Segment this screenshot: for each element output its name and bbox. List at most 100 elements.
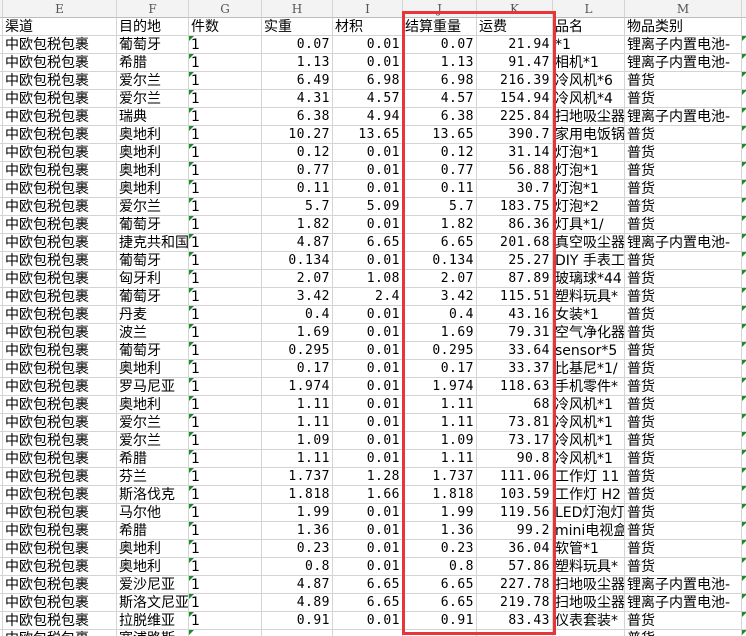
cell-E[interactable]: 中欧包税包裹 [3,522,117,540]
cell-L[interactable] [553,630,625,636]
cell-I[interactable]: 0.01 [333,360,403,378]
column-header-N[interactable] [742,0,746,18]
cell-I[interactable]: 0.01 [333,612,403,630]
cell-F[interactable]: 奥地利 [117,360,189,378]
column-header-E[interactable]: E [3,0,117,18]
cell-J[interactable]: 0.295 [403,342,477,360]
cell-D[interactable] [0,18,3,36]
cell-M[interactable]: 普货 [625,342,742,360]
cell-E[interactable]: 中欧包税包裹 [3,468,117,486]
cell-H[interactable]: 6.38 [262,108,333,126]
cell-E[interactable]: 中欧包税包裹 [3,72,117,90]
cell-D[interactable] [0,468,3,486]
cell-K[interactable]: 103.59 [477,486,553,504]
cell-F[interactable]: 波兰 [117,324,189,342]
cell-I[interactable]: 0.01 [333,414,403,432]
cell-L[interactable]: sensor*5 [553,342,625,360]
cell-E[interactable]: 中欧包税包裹 [3,162,117,180]
cell-D[interactable] [0,54,3,72]
cell-E[interactable]: 中欧包税包裹 [3,360,117,378]
cell-L[interactable]: 比基尼*1/ [553,360,625,378]
cell-G[interactable]: 1 [189,234,262,252]
cell-L[interactable]: 冷风机*1 [553,396,625,414]
cell-G[interactable]: 1 [189,144,262,162]
cell-F[interactable]: 瑞典 [117,108,189,126]
cell-H[interactable]: 0.12 [262,144,333,162]
cell-L[interactable]: 冷风机*1 [553,414,625,432]
cell-G[interactable]: 1 [189,342,262,360]
cell-N[interactable] [742,594,746,612]
cell-I[interactable]: 0.01 [333,324,403,342]
cell-D[interactable] [0,108,3,126]
cell-F[interactable]: 奥地利 [117,162,189,180]
cell-F[interactable]: 爱尔兰 [117,414,189,432]
cell-D[interactable] [0,288,3,306]
cell-D[interactable] [0,360,3,378]
cell-G[interactable]: 1 [189,432,262,450]
cell-F[interactable]: 斯洛文尼亚 [117,594,189,612]
cell-I[interactable]: 0.01 [333,558,403,576]
cell-D[interactable] [0,90,3,108]
cell-G[interactable]: 1 [189,486,262,504]
column-header-F[interactable]: F [117,0,189,18]
cell-J[interactable]: 1.11 [403,450,477,468]
cell-J[interactable]: 0.4 [403,306,477,324]
cell-M[interactable]: 普货 [625,306,742,324]
cell-F[interactable]: 爱尔兰 [117,198,189,216]
cell-J[interactable]: 1.11 [403,396,477,414]
cell-F[interactable]: 匈牙利 [117,270,189,288]
cell-J[interactable]: 2.07 [403,270,477,288]
cell-G[interactable]: 1 [189,360,262,378]
cell-H[interactable]: 实重 [262,18,333,36]
cell-H[interactable]: 4.89 [262,594,333,612]
cell-M[interactable]: 普货 [625,252,742,270]
cell-D[interactable] [0,198,3,216]
cell-D[interactable] [0,540,3,558]
cell-I[interactable] [333,630,403,636]
cell-J[interactable]: 0.11 [403,180,477,198]
column-header-D[interactable] [0,0,3,18]
cell-K[interactable] [477,630,553,636]
cell-K[interactable]: 390.7 [477,126,553,144]
cell-G[interactable]: 1 [189,162,262,180]
cell-D[interactable] [0,180,3,198]
cell-N[interactable] [742,432,746,450]
cell-F[interactable]: 希腊 [117,450,189,468]
cell-M[interactable]: 普货 [625,324,742,342]
cell-E[interactable]: 中欧包税包裹 [3,306,117,324]
cell-G[interactable]: 1 [189,270,262,288]
cell-D[interactable] [0,144,3,162]
cell-K[interactable]: 56.88 [477,162,553,180]
cell-M[interactable]: 普货 [625,630,742,636]
cell-M[interactable]: 普货 [625,180,742,198]
cell-M[interactable]: 普货 [625,360,742,378]
cell-H[interactable]: 0.295 [262,342,333,360]
cell-H[interactable]: 0.91 [262,612,333,630]
cell-K[interactable]: 43.16 [477,306,553,324]
cell-I[interactable]: 0.01 [333,432,403,450]
cell-N[interactable] [742,18,746,36]
cell-H[interactable]: 1.818 [262,486,333,504]
cell-F[interactable]: 爱尔兰 [117,90,189,108]
cell-N[interactable] [742,612,746,630]
cell-J[interactable]: 1.69 [403,324,477,342]
cell-F[interactable]: 爱沙尼亚 [117,576,189,594]
cell-M[interactable]: 普货 [625,270,742,288]
cell-N[interactable] [742,342,746,360]
cell-H[interactable]: 1.99 [262,504,333,522]
cell-K[interactable]: 119.56 [477,504,553,522]
cell-K[interactable]: 79.31 [477,324,553,342]
column-header-I[interactable]: I [333,0,403,18]
cell-J[interactable]: 4.57 [403,90,477,108]
cell-N[interactable] [742,180,746,198]
cell-F[interactable]: 塞浦路斯 [117,630,189,636]
cell-J[interactable]: 1.99 [403,504,477,522]
cell-D[interactable] [0,270,3,288]
cell-N[interactable] [742,468,746,486]
cell-M[interactable]: 普货 [625,162,742,180]
cell-J[interactable]: 0.91 [403,612,477,630]
cell-N[interactable] [742,486,746,504]
cell-D[interactable] [0,126,3,144]
cell-J[interactable]: 6.38 [403,108,477,126]
column-header-J[interactable]: J [403,0,477,18]
